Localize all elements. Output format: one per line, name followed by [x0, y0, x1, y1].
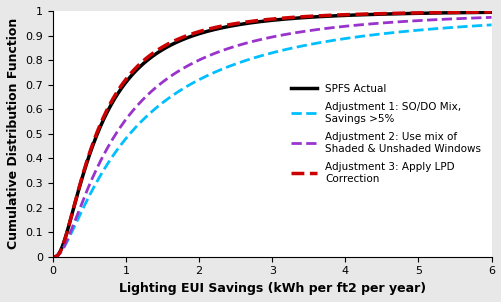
- Adjustment 2: Use mix of
Shaded & Unshaded Windows: (4.12, 0.941): Use mix of Shaded & Unshaded Windows: (4…: [351, 24, 357, 27]
- Y-axis label: Cumulative Distribution Function: Cumulative Distribution Function: [7, 18, 20, 249]
- Adjustment 2: Use mix of
Shaded & Unshaded Windows: (4.79, 0.957): Use mix of Shaded & Unshaded Windows: (4…: [399, 20, 405, 23]
- Legend: SPFS Actual, Adjustment 1: SO/DO Mix,
Savings >5%, Adjustment 2: Use mix of
Shad: SPFS Actual, Adjustment 1: SO/DO Mix, Sa…: [285, 79, 485, 189]
- Adjustment 1: SO/DO Mix,
Savings >5%: (0.614, 0.312): SO/DO Mix, Savings >5%: (0.614, 0.312): [95, 178, 101, 182]
- Adjustment 3: Apply LPD
Correction: (4.68, 0.99): Apply LPD Correction: (4.68, 0.99): [391, 11, 397, 15]
- Adjustment 2: Use mix of
Shaded & Unshaded Windows: (6, 0.974): Use mix of Shaded & Unshaded Windows: (6…: [487, 15, 493, 19]
- SPFS Actual: [351, 13, 357, 17]
- Adjustment 3: Apply LPD
Correction: (2.43, 0.945): Apply LPD Correction: (2.43, 0.945): [227, 23, 233, 26]
- Adjustment 1: SO/DO Mix,
Savings >5%: (2.43, 0.777): SO/DO Mix, Savings >5%: (2.43, 0.777): [227, 64, 233, 68]
- Line: SPFS Actual: SPFS Actual: [53, 12, 490, 257]
- Adjustment 1: SO/DO Mix,
Savings >5%: (2.64, 0.799): SO/DO Mix, Savings >5%: (2.64, 0.799): [242, 59, 248, 62]
- X-axis label: Lighting EUI Savings (kWh per ft2 per year): Lighting EUI Savings (kWh per ft2 per ye…: [118, 282, 425, 295]
- SPFS Actual: [399, 12, 405, 15]
- Adjustment 3: Apply LPD
Correction: (0.001, 1.95e-13): Apply LPD Correction: (0.001, 1.95e-13): [50, 255, 56, 259]
- Adjustment 1: SO/DO Mix,
Savings >5%: (4.12, 0.893): SO/DO Mix, Savings >5%: (4.12, 0.893): [351, 35, 357, 39]
- Adjustment 2: Use mix of
Shaded & Unshaded Windows: (0.614, 0.367): Use mix of Shaded & Unshaded Windows: (0…: [95, 165, 101, 168]
- SPFS Actual: [227, 24, 233, 28]
- Adjustment 3: Apply LPD
Correction: (0.614, 0.514): Apply LPD Correction: (0.614, 0.514): [95, 129, 101, 132]
- SPFS Actual: [95, 131, 101, 134]
- Adjustment 3: Apply LPD
Correction: (4.79, 0.991): Apply LPD Correction: (4.79, 0.991): [399, 11, 405, 15]
- Adjustment 3: Apply LPD
Correction: (4.12, 0.986): Apply LPD Correction: (4.12, 0.986): [351, 13, 357, 16]
- Adjustment 2: Use mix of
Shaded & Unshaded Windows: (4.68, 0.955): Use mix of Shaded & Unshaded Windows: (4…: [391, 20, 397, 24]
- SPFS Actual: [50, 255, 56, 259]
- Adjustment 1: SO/DO Mix,
Savings >5%: (4.79, 0.916): SO/DO Mix, Savings >5%: (4.79, 0.916): [399, 30, 405, 34]
- Line: Adjustment 1: SO/DO Mix,
Savings >5%: Adjustment 1: SO/DO Mix, Savings >5%: [53, 25, 490, 257]
- SPFS Actual: [487, 11, 493, 14]
- Adjustment 1: SO/DO Mix,
Savings >5%: (6, 0.943): SO/DO Mix, Savings >5%: (6, 0.943): [487, 23, 493, 27]
- Line: Adjustment 3: Apply LPD
Correction: Adjustment 3: Apply LPD Correction: [53, 12, 490, 257]
- Adjustment 3: Apply LPD
Correction: (6, 0.996): Apply LPD Correction: (6, 0.996): [487, 10, 493, 14]
- Adjustment 2: Use mix of
Shaded & Unshaded Windows: (2.43, 0.85): Use mix of Shaded & Unshaded Windows: (2…: [227, 46, 233, 50]
- Line: Adjustment 2: Use mix of
Shaded & Unshaded Windows: Adjustment 2: Use mix of Shaded & Unshad…: [53, 17, 490, 257]
- Adjustment 2: Use mix of
Shaded & Unshaded Windows: (2.64, 0.869): Use mix of Shaded & Unshaded Windows: (2…: [242, 41, 248, 45]
- Adjustment 1: SO/DO Mix,
Savings >5%: (0.001, 1.26e-10): SO/DO Mix, Savings >5%: (0.001, 1.26e-10…: [50, 255, 56, 259]
- SPFS Actual: [242, 22, 248, 25]
- SPFS Actual: [391, 12, 397, 16]
- Adjustment 1: SO/DO Mix,
Savings >5%: (4.68, 0.913): SO/DO Mix, Savings >5%: (4.68, 0.913): [391, 31, 397, 34]
- Adjustment 3: Apply LPD
Correction: (2.64, 0.955): Apply LPD Correction: (2.64, 0.955): [242, 20, 248, 24]
- Adjustment 2: Use mix of
Shaded & Unshaded Windows: (0.001, 7.01e-12): Use mix of Shaded & Unshaded Windows: (0…: [50, 255, 56, 259]
